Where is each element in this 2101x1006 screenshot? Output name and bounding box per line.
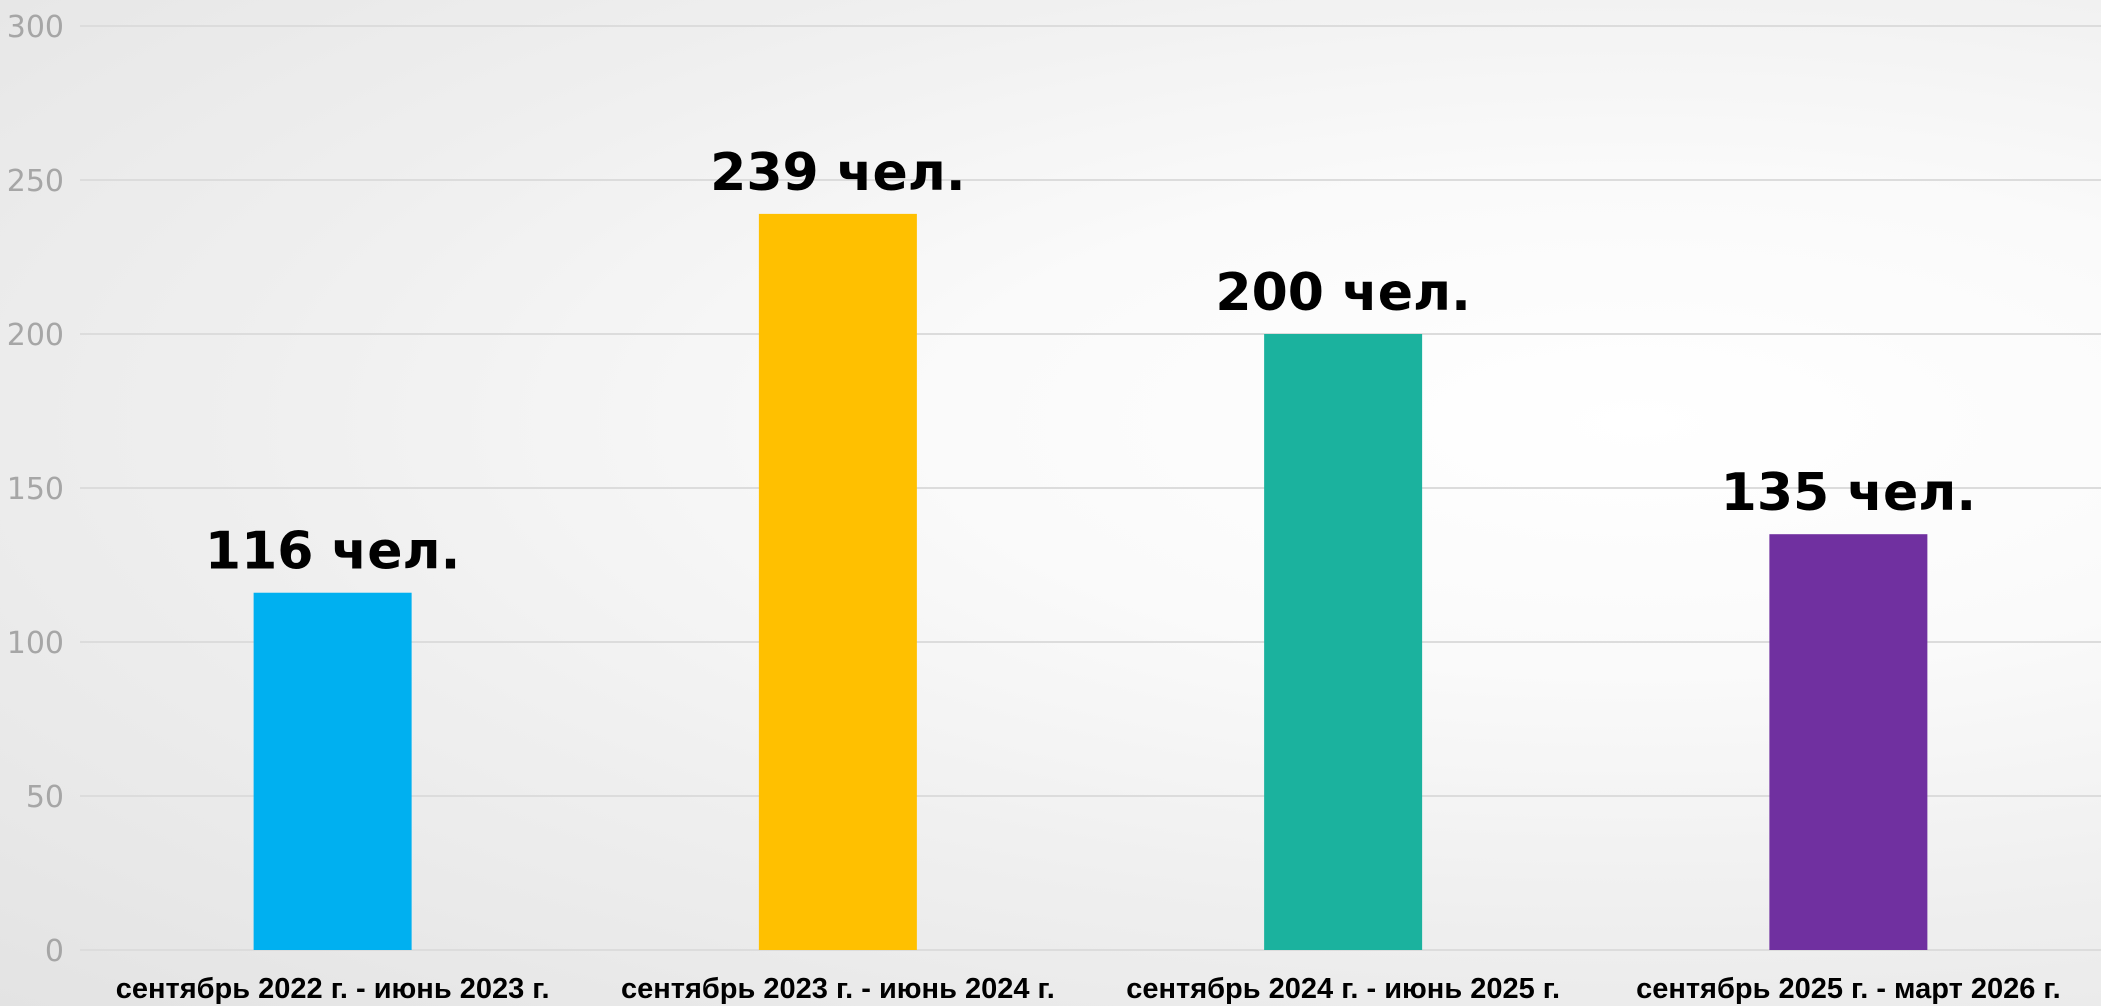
y-tick-label: 100 (7, 626, 64, 661)
y-axis-ticks: 0 50 100 150 200 250 300 (7, 10, 64, 969)
x-category-label: сентябрь 2022 г. - июнь 2023 г. (116, 973, 550, 1005)
bar-1 (253, 592, 412, 950)
data-label: 200 чел. (1215, 263, 1470, 323)
x-category-label: сентябрь 2024 г. - июнь 2025 г. (1126, 973, 1560, 1005)
bar-4 (1769, 534, 1928, 950)
data-label: 116 чел. (205, 522, 460, 582)
data-labels: 116 чел. 239 чел. 200 чел. 135 чел. (205, 143, 1976, 582)
bars (253, 213, 1928, 950)
y-tick-label: 300 (7, 10, 64, 45)
y-tick-label: 0 (45, 934, 64, 969)
data-label: 135 чел. (1721, 463, 1976, 523)
y-tick-label: 200 (7, 318, 64, 353)
y-tick-label: 250 (7, 164, 64, 199)
y-tick-label: 150 (7, 472, 64, 507)
bar-3 (1264, 334, 1423, 950)
x-category-label: сентябрь 2023 г. - июнь 2024 г. (621, 973, 1055, 1005)
x-category-label: сентябрь 2025 г. - март 2026 г. (1636, 973, 2061, 1005)
y-tick-label: 50 (26, 780, 64, 815)
x-axis-categories: сентябрь 2022 г. - июнь 2023 г. сентябрь … (116, 973, 2061, 1005)
data-label: 239 чел. (710, 143, 965, 203)
bar-2 (758, 213, 917, 950)
gridlines (80, 25, 2101, 951)
